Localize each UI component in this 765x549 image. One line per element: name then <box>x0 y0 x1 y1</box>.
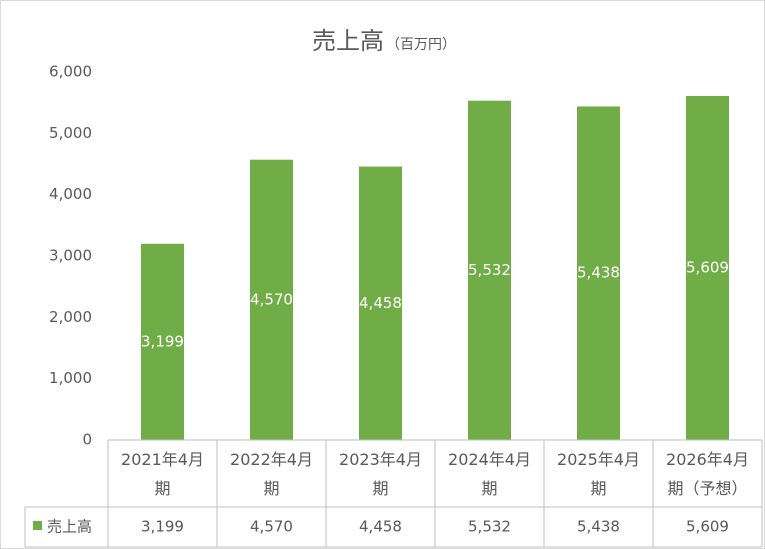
bar <box>577 106 620 440</box>
bar <box>141 243 184 440</box>
bar <box>250 159 293 440</box>
chart-title: 売上高 <box>312 27 384 55</box>
category-label: 2021年4月期 <box>121 450 204 498</box>
x-tick-label: 2025年4月期 <box>557 450 640 498</box>
category-label: 2024年4月期 <box>448 450 531 498</box>
x-tick-label: 2022年4月期 <box>230 450 313 498</box>
category-label: 2026年4月期（予想） <box>666 450 749 498</box>
table-value: 5,532 <box>468 518 511 536</box>
data-label: 3,199 <box>141 332 184 350</box>
category-label: 2025年4月期 <box>557 450 640 498</box>
table-value: 5,438 <box>577 518 620 536</box>
legend-label: 売上高 <box>47 518 92 536</box>
y-tick-label: 0 <box>82 431 92 449</box>
y-tick-label: 4,000 <box>49 185 92 203</box>
chart-subtitle: （百万円） <box>386 37 456 53</box>
bar <box>468 100 511 440</box>
y-tick-label: 2,000 <box>49 308 92 326</box>
x-tick-label: 2026年4月期（予想） <box>666 450 749 498</box>
y-tick-label: 1,000 <box>49 369 92 387</box>
x-tick-label: 2023年4月期 <box>339 450 422 498</box>
data-label: 5,532 <box>468 261 511 279</box>
y-tick-label: 3,000 <box>49 247 92 265</box>
data-label: 4,570 <box>250 290 293 308</box>
x-tick-label: 2021年4月期 <box>121 450 204 498</box>
data-label: 5,609 <box>686 258 729 276</box>
category-label: 2023年4月期 <box>339 450 422 498</box>
category-label: 2022年4月期 <box>230 450 313 498</box>
table-value: 4,458 <box>359 518 402 536</box>
data-label: 4,458 <box>359 294 402 312</box>
bar <box>686 95 729 441</box>
x-tick-label: 2024年4月期 <box>448 450 531 498</box>
legend-marker <box>33 521 42 530</box>
y-tick-label: 6,000 <box>49 63 92 81</box>
table-value: 5,609 <box>686 518 729 536</box>
table-value: 3,199 <box>141 518 184 536</box>
bar <box>359 166 402 441</box>
table-value: 4,570 <box>250 518 293 536</box>
data-label: 5,438 <box>577 264 620 282</box>
y-tick-label: 5,000 <box>49 124 92 142</box>
